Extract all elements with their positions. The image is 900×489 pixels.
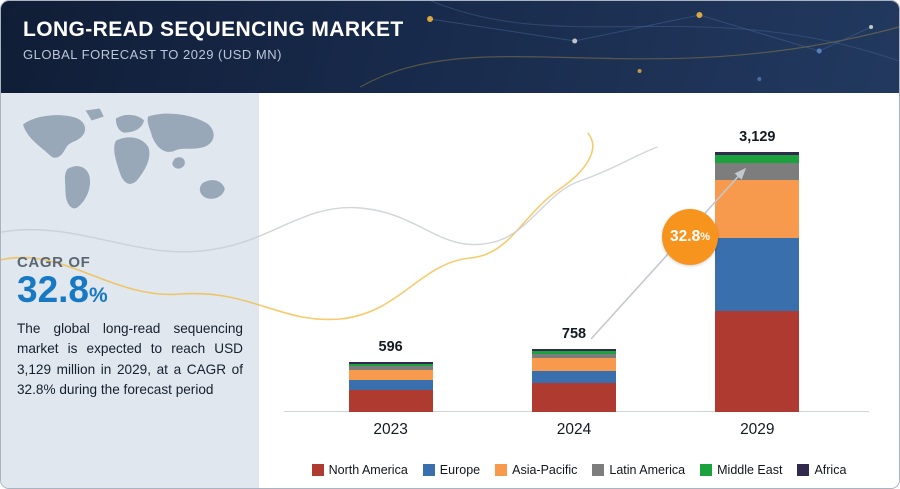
bar-total-label-2023: 596 xyxy=(378,338,403,355)
cagr-badge-percent-sign: % xyxy=(700,231,710,243)
bar-segment-middle-east-2029 xyxy=(715,155,800,164)
bar-segment-north-america-2023 xyxy=(348,389,433,412)
bar-stack-2029 xyxy=(715,152,800,412)
chart-legend: North America Europe Asia-Pacific Latin Ame… xyxy=(259,463,899,477)
x-axis-label-2024: 2024 xyxy=(556,421,592,438)
legend-item-europe: Europe xyxy=(422,463,481,477)
x-axis-label-2029: 2029 xyxy=(740,421,775,438)
world-map-container xyxy=(1,93,259,248)
x-axis-label-2023: 2023 xyxy=(373,421,408,438)
bar-segment-north-america-2024 xyxy=(531,383,616,412)
page-subtitle: GLOBAL FORECAST TO 2029 (USD MN) xyxy=(23,47,282,62)
legend-item-asia-pacific: Asia-Pacific xyxy=(495,463,577,477)
bar-segment-africa-2024 xyxy=(531,348,616,351)
bar-segment-north-america-2029 xyxy=(715,310,800,412)
cagr-value: 32.8% xyxy=(17,269,243,310)
bar-segment-latin-america-2023 xyxy=(348,366,433,370)
legend-swatch-africa xyxy=(797,464,810,476)
network-decoration xyxy=(359,1,899,88)
cagr-badge: 32.8% xyxy=(662,209,718,265)
cagr-badge-value: 32.8 xyxy=(670,228,701,245)
bar-segment-asia-pacific-2023 xyxy=(348,369,433,380)
legend-item-latin-america: Latin America xyxy=(592,463,685,477)
bar-stack-2023 xyxy=(348,361,433,412)
content-body: CAGR OF 32.8% The global long-read seque… xyxy=(1,93,899,488)
cagr-percent-sign: % xyxy=(89,284,108,307)
bar-segment-europe-2024 xyxy=(531,370,616,384)
bar-group-2029: 3,129 2029 xyxy=(715,112,800,438)
stacked-bar-chart: 596 2023 758 2024 3,129 2029 xyxy=(299,112,849,438)
legend-swatch-north-america xyxy=(311,464,324,476)
bar-segment-middle-east-2024 xyxy=(531,350,616,354)
summary-text-block: CAGR OF 32.8% The global long-read seque… xyxy=(1,254,259,400)
world-map xyxy=(23,108,225,209)
bar-segment-latin-america-2024 xyxy=(531,353,616,359)
legend-swatch-middle-east xyxy=(700,464,713,476)
bar-total-label-2029: 3,129 xyxy=(739,129,776,146)
bar-segment-latin-america-2029 xyxy=(715,163,800,181)
bar-segment-africa-2029 xyxy=(715,152,800,156)
bar-segment-middle-east-2023 xyxy=(348,363,433,367)
legend-label-asia-pacific: Asia-Pacific xyxy=(512,463,578,477)
summary-panel: CAGR OF 32.8% The global long-read seque… xyxy=(1,93,259,488)
legend-label-middle-east: Middle East xyxy=(717,463,783,477)
bar-stack-2024 xyxy=(531,348,616,412)
chart-area: 596 2023 758 2024 3,129 2029 32.8% North Amer… xyxy=(259,93,899,488)
legend-label-latin-america: Latin America xyxy=(609,463,686,477)
legend-label-north-america: North America xyxy=(328,463,408,477)
legend-swatch-asia-pacific xyxy=(495,464,508,476)
page-title: LONG-READ SEQUENCING MARKET xyxy=(23,18,404,41)
legend-item-middle-east: Middle East xyxy=(700,463,782,477)
bar-segment-europe-2029 xyxy=(715,237,800,311)
legend-label-europe: Europe xyxy=(439,463,481,477)
bar-segment-asia-pacific-2024 xyxy=(531,358,616,371)
legend-label-africa: Africa xyxy=(814,463,847,477)
header-banner: LONG-READ SEQUENCING MARKET GLOBAL FOREC… xyxy=(1,1,899,93)
legend-swatch-europe xyxy=(422,464,435,476)
legend-item-africa: Africa xyxy=(797,463,846,477)
summary-description: The global long-read sequencing market i… xyxy=(17,320,243,398)
bar-segment-africa-2023 xyxy=(348,361,433,364)
bar-group-2023: 596 2023 xyxy=(348,112,433,438)
bar-segment-asia-pacific-2029 xyxy=(715,180,800,238)
legend-swatch-latin-america xyxy=(592,464,605,476)
bar-group-2024: 758 2024 xyxy=(531,112,616,438)
bar-segment-europe-2023 xyxy=(348,379,433,390)
legend-item-north-america: North America xyxy=(311,463,408,477)
bar-total-label-2024: 758 xyxy=(561,325,587,342)
cagr-number: 32.8 xyxy=(17,269,90,310)
